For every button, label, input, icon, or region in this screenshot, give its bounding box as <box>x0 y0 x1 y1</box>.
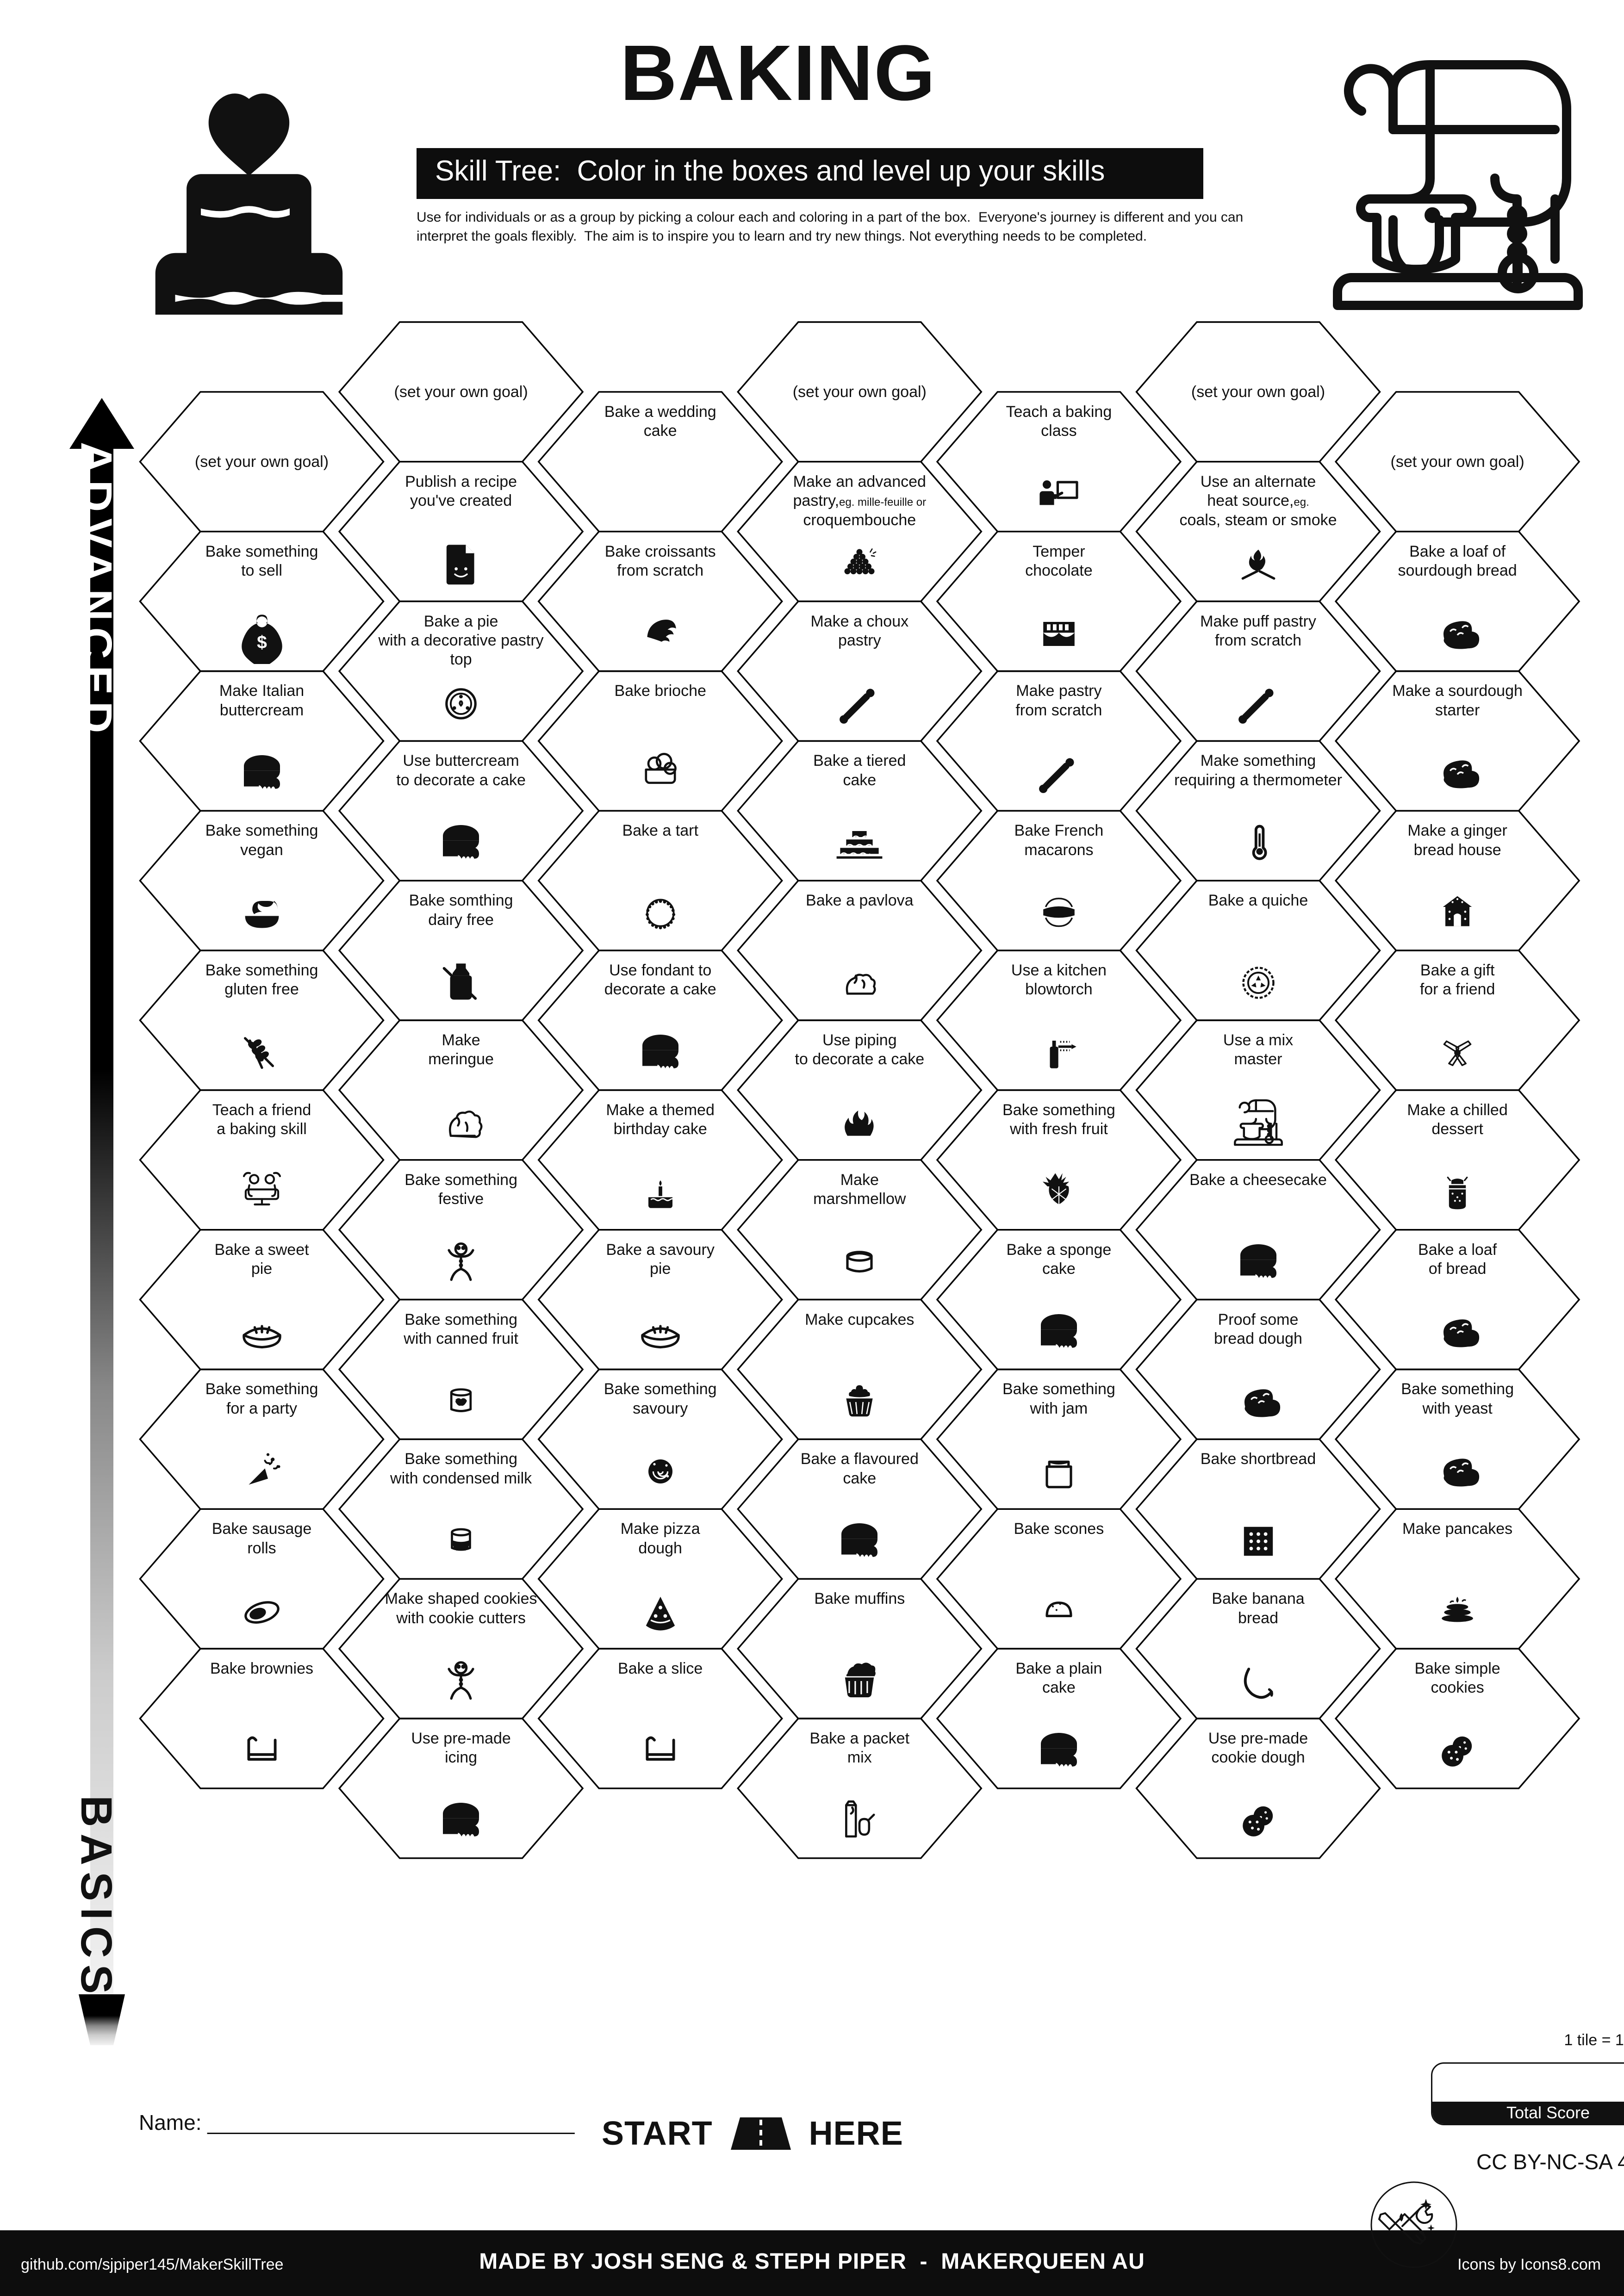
svg-text:$: $ <box>257 633 267 652</box>
